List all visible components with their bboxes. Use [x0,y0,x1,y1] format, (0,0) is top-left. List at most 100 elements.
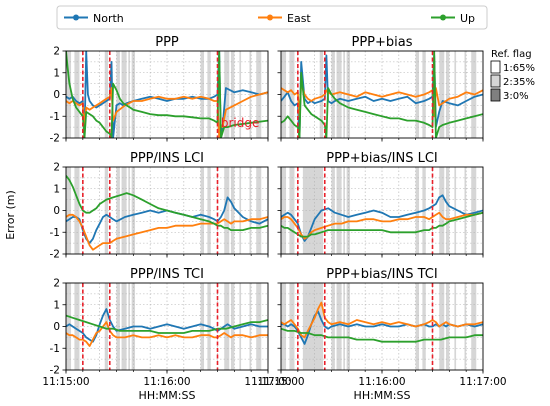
ref-flag-2-band [454,167,457,254]
series-line-north [66,51,268,138]
ref-flag-2-band [331,167,335,254]
panel-title: PPP/INS TCI [130,267,204,282]
ref-flag-2-band [464,283,467,370]
ref-flag-2-band [121,283,127,370]
ref-flag-swatch-2 [490,74,501,88]
ref-flag-2-band [439,51,445,138]
panel-ppp-ins-lci: PPP/INS LCI -2 -1 0 1 2 [50,151,269,261]
ref-flag-2-band [239,51,242,138]
ref-flag-label-2: 2:35% [503,77,535,88]
y-tick-label: 0 [53,205,60,217]
ref-flag-2-band [66,283,72,370]
ref-flag-2-band [464,167,467,254]
ref-flag-2-band [121,167,127,254]
series-line-up [66,314,268,334]
ref-flag-2-band [281,167,287,254]
y-tick-label: -2 [50,249,60,261]
annotation-bridge: bridge [221,116,260,130]
ref-flag-2-band [445,167,450,254]
panel-title: PPP+bias/INS TCI [326,267,437,282]
ref-flag-2-band [249,283,252,370]
y-tick-label: -1 [50,343,60,355]
ref-flag-2-band [121,51,127,138]
series-line-up [281,211,483,238]
panel-ppp-bias: PPP+bias [277,35,484,142]
y-tick-label: -2 [50,365,60,377]
y-tick-label: 2 [53,162,60,174]
y-tick-label: -2 [50,133,60,145]
x-tick-label: 11:16:00 [358,376,405,388]
ref-flag-2-band [66,167,72,254]
series-legend: North East Up [56,5,488,30]
ref-flag-label-3: 3:0% [503,91,529,102]
x-tick-label: 11:17:00 [244,376,291,388]
panel-title: PPP/INS LCI [130,151,204,166]
ref-flag-2-band [104,283,109,370]
ref-flag-2-band [249,51,252,138]
ref-flag-2-band [336,51,342,138]
legend-label-north: North [93,12,124,25]
ref-flag-2-band [104,167,109,254]
panel-ppp-bias-ins-tci: PPP+bias/INS TCI 11:15:00 11:16:00 11:17:00 [257,267,506,388]
x-tick-label: 11:16:00 [143,376,190,388]
y-tick-label: 1 [53,299,60,311]
y-tick-label: -1 [50,227,60,239]
ref-flag-2-band [415,51,420,138]
series-line-up [66,175,268,231]
ref-flag-swatch-1 [490,60,501,74]
panel-ppp: bridge PPP -2 -1 0 1 2 [50,35,269,145]
ref-flag-2-band [224,51,230,138]
legend-entry-north: North [64,12,124,25]
ref-flag-title: Ref. flag [491,49,532,60]
ref-flag-2-band [66,51,72,138]
y-tick-label: 2 [53,46,60,58]
x-axis-label-right: HH:MM:SS [354,389,411,402]
y-tick-label: 1 [53,67,60,79]
ref-flag-2-band [224,283,230,370]
series-line-north [66,308,268,343]
y-tick-label: 0 [53,321,60,333]
y-tick-label: 1 [53,183,60,195]
ref-flag-2-band [281,283,287,370]
grid [66,51,268,138]
ref-flag-2-band [200,51,205,138]
panel-title: PPP+bias/INS LCI [326,151,438,166]
ref-flag-2-band [200,283,205,370]
ref-flag-2-band [116,167,120,254]
x-tick-label: 11:17:00 [459,376,506,388]
ref-flag-2-band [207,51,211,138]
series-line-east [281,301,483,339]
series-line-east [66,213,268,251]
ref-flag-2-band [445,283,450,370]
ref-flag-label-1: 1:65% [503,63,535,74]
ref-flag-2-band [116,283,120,370]
ref-flag-2-band [454,51,457,138]
legend-label-east: East [287,12,311,25]
x-tick-label: 11:15:00 [42,376,89,388]
ref-flag-2-band [439,283,445,370]
ref-flag-2-band [439,167,445,254]
legend-entry-up: Up [431,12,475,25]
ref-flag-2-band [207,167,211,254]
ref-flag-2-band [422,283,426,370]
y-tick-label: 2 [53,278,60,290]
ref-flag-2-band [230,167,235,254]
series-line-east [66,321,268,347]
ref-flag-2-band [336,167,342,254]
ref-flag-2-band [319,51,324,138]
legend-label-up: Up [460,12,475,25]
panels: bridge PPP -2 -1 0 1 2 PPP+bias PPP/INS LCI -2 -1 0… [42,35,506,388]
ref-flag-2-band [464,51,467,138]
ref-flag-2-band [104,51,109,138]
panel-ppp-ins-tci: PPP/INS TCI -2 -1 0 1 2 11:15:00 11:16:00 11:17:… [42,267,291,388]
ref-flag-2-band [249,167,252,254]
panel-title: PPP+bias [351,35,412,50]
ref-flag-2-band [224,167,230,254]
ref-flag-2-band [415,167,420,254]
x-axis-label-left: HH:MM:SS [139,389,196,402]
y-axis-label: Error (m) [4,190,17,240]
legend-entry-east: East [258,12,311,25]
series-line-up [281,327,483,343]
ref-flag-2-band [230,51,235,138]
